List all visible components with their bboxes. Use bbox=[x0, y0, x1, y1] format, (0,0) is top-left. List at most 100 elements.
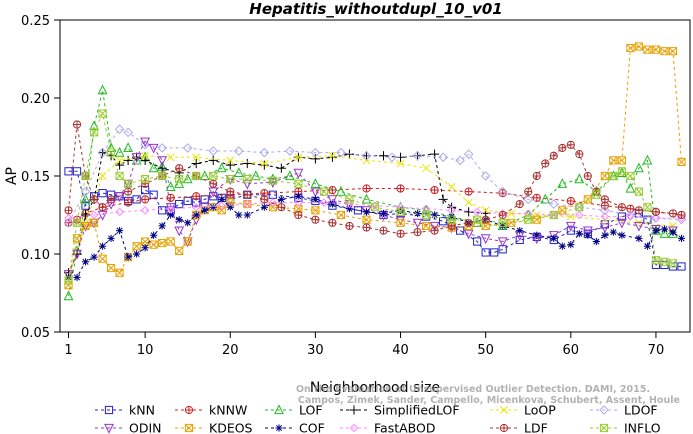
watermark-citation-line2: Campos, Zimek, Sander, Campello, Micenko… bbox=[298, 395, 680, 406]
data-point-ldf bbox=[575, 150, 584, 159]
data-point-cof bbox=[184, 219, 192, 227]
data-point-ldf bbox=[566, 140, 575, 149]
data-point-inflo bbox=[396, 207, 405, 216]
y-tick-label: 0.05 bbox=[21, 326, 50, 341]
data-point-inflo bbox=[524, 215, 533, 224]
data-point-inflo bbox=[141, 175, 150, 184]
data-point-fastabod bbox=[217, 201, 227, 210]
data-point-ldf bbox=[617, 203, 626, 212]
data-point-kdeos bbox=[311, 206, 320, 215]
data-point-ldf bbox=[677, 210, 686, 220]
data-point-cof bbox=[558, 242, 566, 250]
data-point-loop bbox=[422, 164, 431, 173]
data-point-simplifiedlof bbox=[259, 160, 269, 170]
data-point-cof bbox=[98, 242, 107, 250]
chart-title: Hepatitis_withoutdupl_10_v01 bbox=[249, 0, 502, 18]
data-point-ldf bbox=[89, 195, 99, 204]
data-point-odin bbox=[412, 218, 423, 229]
data-point-fastabod bbox=[64, 213, 73, 223]
data-point-inflo bbox=[72, 218, 82, 227]
data-point-knn bbox=[209, 192, 218, 201]
data-point-kdeos bbox=[660, 47, 669, 56]
data-point-loop bbox=[141, 151, 150, 160]
data-point-ldf bbox=[98, 203, 107, 212]
data-point-fastabod bbox=[396, 202, 405, 212]
data-point-cof bbox=[175, 216, 183, 224]
data-point-simplifiedlof bbox=[378, 151, 389, 161]
data-point-lof bbox=[625, 182, 636, 193]
x-tick-label: 50 bbox=[477, 343, 494, 358]
data-point-knn bbox=[175, 199, 184, 209]
data-point-knnw bbox=[396, 184, 405, 193]
legend-label: kNNW bbox=[209, 403, 247, 418]
data-point-cof bbox=[584, 231, 592, 239]
data-point-inflo bbox=[473, 215, 482, 224]
legend-swatch-marker bbox=[184, 405, 194, 415]
legend-label: LoOP bbox=[524, 403, 556, 418]
data-point-cof bbox=[677, 234, 686, 242]
data-point-ldf bbox=[549, 151, 558, 160]
data-point-simplifiedlof bbox=[80, 210, 91, 220]
data-point-ldf bbox=[260, 195, 269, 204]
data-point-cof bbox=[660, 225, 669, 233]
data-point-ldf bbox=[175, 164, 184, 173]
data-point-simplifiedlof bbox=[327, 152, 338, 162]
data-point-odin bbox=[361, 206, 372, 217]
x-tick-label: 40 bbox=[392, 343, 409, 358]
data-point-lof bbox=[668, 228, 678, 238]
data-point-ldf bbox=[311, 215, 320, 224]
data-point-odin bbox=[480, 234, 491, 245]
data-point-ldf bbox=[651, 207, 661, 216]
legend-swatch-marker bbox=[349, 405, 359, 415]
y-axis: 0.05 0.10 0.15 0.20 0.25 bbox=[21, 14, 60, 341]
data-point-inflo bbox=[592, 190, 601, 199]
data-point-lof bbox=[250, 170, 261, 181]
data-point-lof bbox=[659, 228, 670, 238]
data-point-cof bbox=[669, 228, 677, 236]
data-point-ldf bbox=[328, 218, 337, 227]
data-point-lof bbox=[148, 162, 159, 173]
watermark-citation-line1: On the Evaluation of Unsupervised Outlie… bbox=[296, 384, 650, 395]
data-point-loop bbox=[115, 156, 124, 165]
data-point-cof bbox=[430, 211, 439, 219]
data-point-cof bbox=[158, 222, 166, 230]
data-point-simplifiedlof bbox=[242, 158, 252, 169]
data-point-knn bbox=[515, 235, 524, 245]
series-ldf bbox=[64, 120, 686, 238]
data-point-kdeos bbox=[609, 156, 618, 165]
data-point-ldf bbox=[413, 228, 422, 237]
data-point-simplifiedlof bbox=[191, 158, 201, 169]
data-point-knnw bbox=[566, 196, 575, 206]
legend-label: LDF bbox=[524, 421, 548, 434]
data-point-inflo bbox=[549, 210, 558, 220]
data-point-cof bbox=[167, 211, 175, 219]
data-point-fastabod bbox=[242, 199, 252, 209]
data-point-ldf bbox=[498, 210, 507, 220]
data-point-ldof bbox=[600, 205, 610, 216]
data-point-cof bbox=[311, 195, 320, 203]
data-point-inflo bbox=[106, 148, 116, 157]
x-tick-label: 1 bbox=[64, 343, 72, 358]
data-point-ldof bbox=[336, 147, 346, 158]
data-point-inflo bbox=[115, 171, 124, 181]
data-point-cof bbox=[609, 228, 617, 236]
legend-label: LDOF bbox=[624, 403, 658, 418]
data-point-loop bbox=[328, 151, 337, 160]
data-point-kdeos bbox=[98, 254, 107, 263]
data-point-cof bbox=[575, 230, 583, 238]
legend-item-knnw: kNNW bbox=[175, 403, 247, 418]
data-point-ldof bbox=[625, 210, 636, 220]
data-point-simplifiedlof bbox=[225, 160, 235, 170]
legend-label: LOF bbox=[299, 403, 323, 418]
series-line-fastabod bbox=[68, 202, 682, 219]
data-point-fastabod bbox=[626, 212, 635, 221]
data-point-inflo bbox=[370, 203, 380, 212]
data-point-inflo bbox=[243, 175, 252, 184]
series-ldof bbox=[63, 124, 687, 228]
data-point-cof bbox=[413, 209, 422, 218]
data-point-ldof bbox=[208, 146, 219, 156]
data-point-ldf bbox=[124, 187, 133, 196]
series-odin bbox=[63, 137, 678, 280]
data-point-ldf bbox=[362, 223, 371, 232]
